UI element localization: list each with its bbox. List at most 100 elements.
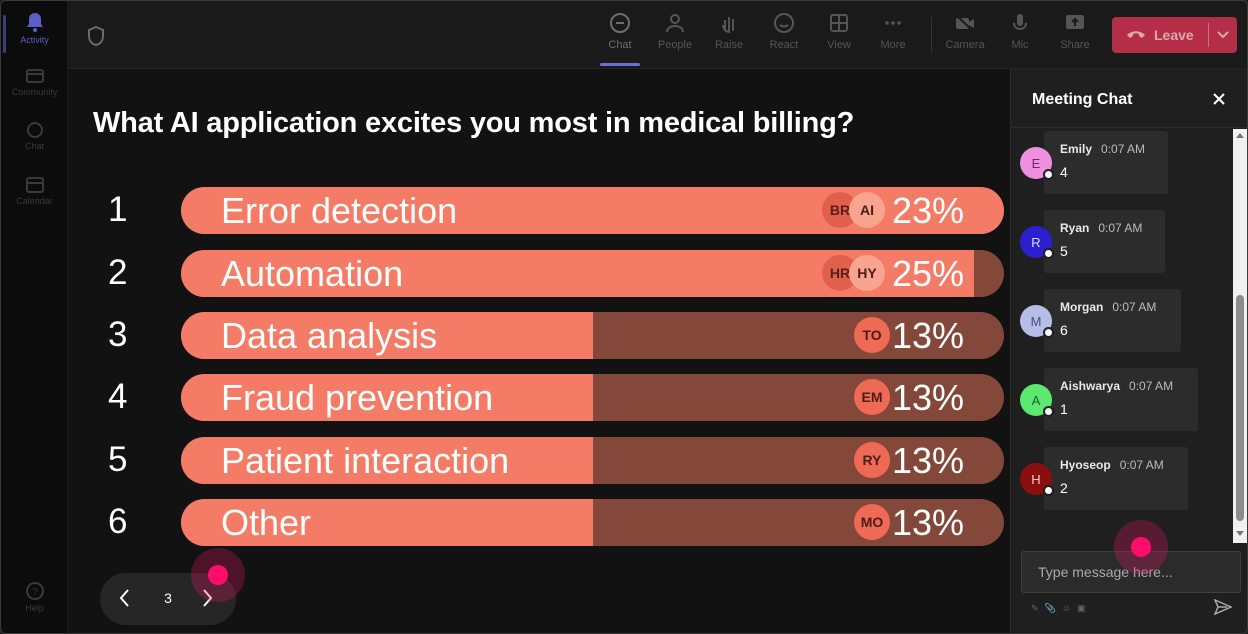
chevron-right-icon[interactable] <box>200 587 214 614</box>
message-text: 6 <box>1060 322 1068 338</box>
chat-message: Emily 0:07 AM 4 E <box>1011 131 1231 195</box>
svg-text:?: ? <box>32 587 38 598</box>
poll-option: 2 Automation HR HY 25% <box>68 250 1010 297</box>
rail-item-activity[interactable]: Activity <box>1 11 68 53</box>
scrollbar-thumb[interactable] <box>1236 295 1244 521</box>
voter-avatar: MO <box>854 504 890 540</box>
shield-icon[interactable] <box>86 25 106 52</box>
message-time: 0:07 AM <box>1119 458 1164 472</box>
option-number: 6 <box>108 502 128 541</box>
sender-name: Hyoseop <box>1060 458 1111 472</box>
attach-icon[interactable]: 📎 <box>1044 603 1056 613</box>
option-bar: Other MO 13% <box>181 499 1004 546</box>
toolbar-mic-button[interactable]: Mic <box>995 11 1045 51</box>
chat-message: Morgan 0:07 AM 6 M <box>1011 289 1231 353</box>
app-rail: Activity Community Chat Calendar ? Help <box>1 1 68 633</box>
voter-avatar: RY <box>854 442 890 478</box>
option-number: 3 <box>108 315 128 354</box>
rail-item-label: Chat <box>24 141 44 151</box>
rail-help-label: Help <box>25 603 44 613</box>
grid-icon <box>830 14 848 32</box>
poll-option: 4 Fraud prevention EM 13% <box>68 374 1010 421</box>
toolbar-share-label: Share <box>1060 39 1090 51</box>
message-bubble: Aishwarya 0:07 AM 1 <box>1044 368 1198 431</box>
meeting-toolbar: Chat People Raise React View More Camera <box>68 1 1247 69</box>
toolbar-raise-label: Raise <box>714 39 744 51</box>
rail-item-help[interactable]: ? Help <box>1 581 68 613</box>
option-percent: 13% <box>891 377 964 418</box>
presence-dot <box>1043 406 1054 417</box>
option-label: Other <box>221 502 312 543</box>
poll-option: 6 Other MO 13% <box>68 499 1010 546</box>
toolbar-react-button[interactable]: React <box>759 11 809 51</box>
message-bubble: Morgan 0:07 AM 6 <box>1044 289 1181 352</box>
toolbar-divider <box>931 17 932 53</box>
chat-message: Hyoseop 0:07 AM 2 H <box>1011 447 1231 511</box>
toolbar-raise-button[interactable]: Raise <box>704 11 754 51</box>
toolbar-people-label: People <box>657 39 693 51</box>
option-label: Automation <box>221 253 404 294</box>
message-compose[interactable] <box>1021 551 1241 593</box>
toolbar-more-button[interactable]: More <box>868 11 918 51</box>
message-text: 1 <box>1060 401 1068 417</box>
option-number: 4 <box>108 377 128 416</box>
message-text: 2 <box>1060 480 1068 496</box>
community-icon <box>25 69 44 83</box>
toolbar-people-button[interactable]: People <box>650 11 700 51</box>
rail-item-label: Activity <box>20 35 49 45</box>
bell-icon <box>26 13 43 32</box>
rail-item-chat[interactable]: Chat <box>1 121 68 151</box>
voter-avatar: AI <box>849 192 885 228</box>
camera-off-icon <box>955 14 975 33</box>
rail-item-label: Community <box>11 87 58 97</box>
chat-icon <box>610 13 630 33</box>
option-number: 5 <box>108 440 128 479</box>
leave-label: Leave <box>1154 27 1194 43</box>
gif-icon[interactable]: ▣ <box>1076 603 1086 613</box>
message-time: 0:07 AM <box>1101 142 1146 156</box>
voter-avatar: HY <box>849 255 885 291</box>
emoji-icon[interactable]: ☺ <box>1061 603 1071 613</box>
toolbar-react-label: React <box>769 39 799 51</box>
presence-dot <box>1043 248 1054 259</box>
share-icon <box>1066 15 1084 29</box>
chat-divider <box>1011 127 1247 128</box>
option-percent: 13% <box>891 502 964 543</box>
avatar: M <box>1020 305 1052 337</box>
poll-option: 3 Data analysis TO 13% <box>68 312 1010 359</box>
sender-name: Emily <box>1060 142 1093 156</box>
option-bar: Automation HR HY 25% <box>181 250 1004 297</box>
message-time: 0:07 AM <box>1112 300 1157 314</box>
message-text: 4 <box>1060 164 1068 180</box>
message-bubble: Emily 0:07 AM 4 <box>1044 131 1168 194</box>
toolbar-camera-button[interactable]: Camera <box>940 11 990 51</box>
poll-option: 5 Patient interaction RY 13% <box>68 437 1010 484</box>
format-icon[interactable]: ✎ <box>1031 603 1039 613</box>
toolbar-share-button[interactable]: Share <box>1050 11 1100 51</box>
chat-scrollbar[interactable] <box>1233 129 1247 543</box>
scroll-up-icon[interactable] <box>1236 133 1244 138</box>
option-fill <box>181 312 593 359</box>
voter-avatar: EM <box>854 379 890 415</box>
sender-name: Ryan <box>1060 221 1090 235</box>
option-label: Error detection <box>221 190 458 231</box>
send-icon[interactable] <box>1213 598 1233 620</box>
message-time: 0:07 AM <box>1129 379 1174 393</box>
option-fill <box>181 499 593 546</box>
toolbar-view-button[interactable]: View <box>814 11 864 51</box>
message-input[interactable] <box>1022 552 1240 592</box>
toolbar-chat-button[interactable]: Chat <box>595 11 645 66</box>
rail-item-calendar[interactable]: Calendar <box>1 176 68 206</box>
calendar-icon <box>25 177 44 193</box>
chevron-left-icon[interactable] <box>118 587 132 614</box>
toolbar-more-label: More <box>880 39 906 51</box>
sender-name: Aishwarya <box>1060 379 1121 393</box>
option-number: 2 <box>108 253 128 292</box>
rail-item-community[interactable]: Community <box>1 67 68 97</box>
chat-message: Aishwarya 0:07 AM 1 A <box>1011 368 1231 432</box>
leave-button[interactable]: Leave <box>1112 17 1237 53</box>
close-icon[interactable] <box>1211 91 1227 112</box>
chevron-down-icon[interactable] <box>1209 31 1237 39</box>
scroll-down-icon[interactable] <box>1236 531 1244 536</box>
people-icon <box>666 14 684 33</box>
